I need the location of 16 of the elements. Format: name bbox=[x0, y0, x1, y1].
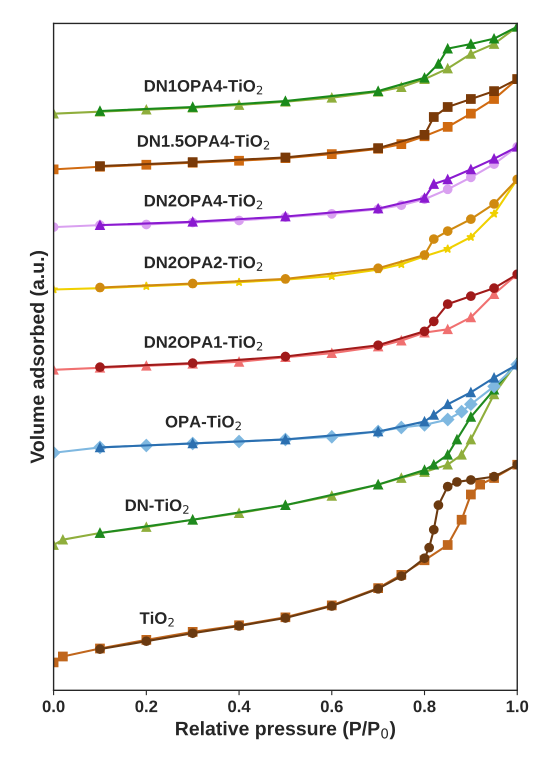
series-label: DN2OPA4-TiO$_{2}$ bbox=[144, 194, 262, 210]
x-tick-label: 0.6 bbox=[320, 700, 343, 712]
y-axis-title: Volume adsorbed (a.u.) bbox=[30, 251, 48, 464]
series-label: DN1.5OPA4-TiO$_{2}$ bbox=[138, 134, 270, 150]
series-label: TiO$_{2}$ bbox=[140, 612, 174, 627]
x-tick-label: 0.2 bbox=[135, 700, 158, 712]
series-label: DN1OPA4-TiO$_{2}$ bbox=[144, 80, 262, 94]
series-label: DN-TiO$_{2}$ bbox=[126, 498, 188, 514]
series-label: DN2OPA1-TiO$_{2}$ bbox=[144, 336, 262, 351]
series-label: DN2OPA2-TiO$_{2}$ bbox=[144, 256, 262, 271]
x-tick-label: 0.4 bbox=[228, 700, 251, 712]
x-tick-label: 0.0 bbox=[42, 700, 64, 712]
x-tick-label: 0.8 bbox=[414, 700, 436, 712]
x-tick-label: 1.0 bbox=[506, 700, 528, 712]
x-axis-title: Relative pressure (P/P$_{0}$) bbox=[176, 721, 396, 740]
series-label: OPA-TiO$_{2}$ bbox=[166, 415, 241, 430]
